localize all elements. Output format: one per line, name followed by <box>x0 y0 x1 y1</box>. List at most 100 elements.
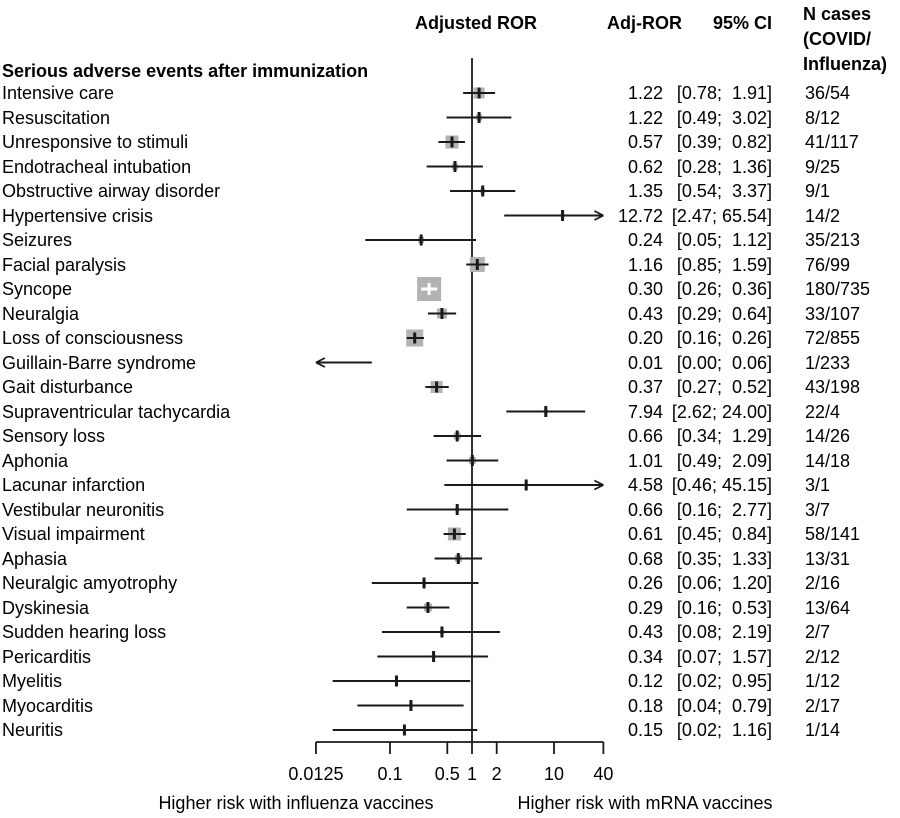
row-label: Unresponsive to stimuli <box>2 132 189 152</box>
row-ci-value: [0.85; 1.59] <box>676 254 772 275</box>
row-label: Supraventricular tachycardia <box>2 401 231 422</box>
row-ci-value: [0.35; 1.33] <box>676 548 772 569</box>
row-ci-value: [0.78; 1.91] <box>676 83 772 103</box>
row-label: Guillain-Barre syndrome <box>2 352 197 373</box>
row-label: Vestibular neuronitis <box>2 499 165 520</box>
estimate-tick <box>477 87 481 99</box>
row-n-cases-value: 13/64 <box>805 597 851 618</box>
arrow-left <box>315 357 326 364</box>
column-header-95ci: 95% CI <box>712 13 772 33</box>
row-adj-ror-value: 1.22 <box>627 83 663 103</box>
row-n-cases-value: 76/99 <box>805 254 851 275</box>
row-ci-value: [2.47; 65.54] <box>671 205 772 226</box>
row-n-cases-value: 35/213 <box>805 230 861 250</box>
row-adj-ror-value: 0.66 <box>627 426 663 446</box>
row-ci-value: [0.08; 2.19] <box>676 622 772 642</box>
estimate-tick <box>450 136 454 148</box>
row-adj-ror-value: 1.01 <box>627 450 663 471</box>
arrow-right <box>593 479 604 486</box>
row-adj-ror-value: 0.12 <box>627 671 663 691</box>
row-ci-value: [0.07; 1.57] <box>676 646 772 667</box>
row-adj-ror-value: 0.43 <box>627 622 663 642</box>
estimate-tick <box>481 185 485 197</box>
row-ci-value: [0.16; 0.26] <box>676 328 772 348</box>
row-ci-value: [0.49; 2.09] <box>676 450 772 471</box>
estimate-tick <box>402 724 406 736</box>
estimate-tick <box>394 675 398 687</box>
row-n-cases-value: 72/855 <box>805 328 861 348</box>
x-tick-label: 0.5 <box>434 764 460 784</box>
row-n-cases-value: 1/233 <box>805 352 851 373</box>
row-ci-value: [0.16; 2.77] <box>676 499 772 520</box>
footer-label-influenza: Higher risk with influenza vaccines <box>158 793 434 813</box>
row-label: Loss of consciousness <box>2 328 184 348</box>
row-label: Lacunar infarction <box>2 475 146 495</box>
estimate-tick <box>422 577 426 589</box>
row-adj-ror-value: 0.62 <box>627 156 663 177</box>
row-n-cases-value: 3/7 <box>805 499 831 520</box>
row-ci-value: [0.26; 0.36] <box>676 279 772 299</box>
estimate-tick <box>470 455 474 466</box>
estimate-tick <box>561 210 565 221</box>
row-n-cases-value: 14/26 <box>805 426 851 446</box>
row-n-cases-value: 14/18 <box>805 450 851 471</box>
estimate-tick <box>477 112 481 123</box>
row-label: Resuscitation <box>2 107 111 128</box>
row-adj-ror-value: 0.20 <box>627 328 663 348</box>
row-label: Seizures <box>2 230 73 250</box>
row-ci-value: [2.62; 24.00] <box>671 401 772 422</box>
row-n-cases-value: 43/198 <box>805 377 861 397</box>
row-adj-ror-value: 0.29 <box>627 597 663 618</box>
row-ci-value: [0.29; 0.64] <box>676 303 772 324</box>
row-n-cases-value: 1/14 <box>805 720 841 740</box>
row-n-cases-value: 58/141 <box>805 524 861 544</box>
row-ci-value: [0.06; 1.20] <box>676 573 772 593</box>
row-n-cases-value: 180/735 <box>805 279 871 299</box>
row-adj-ror-value: 0.26 <box>627 573 663 593</box>
estimate-tick <box>455 430 459 442</box>
row-ci-value: [0.54; 3.37] <box>676 181 772 201</box>
x-tick-label: 2 <box>491 764 502 784</box>
row-ci-value: [0.27; 0.52] <box>676 377 772 397</box>
row-n-cases-value: 3/1 <box>805 475 831 495</box>
estimate-tick <box>452 528 456 540</box>
row-adj-ror-value: 0.01 <box>627 352 663 373</box>
estimate-tick <box>435 381 439 393</box>
row-label: Sudden hearing loss <box>2 622 167 642</box>
column-header-n-cases: N cases (COVID/ Influenza) <box>803 4 887 74</box>
row-adj-ror-value: 0.15 <box>627 720 663 740</box>
row-adj-ror-value: 4.58 <box>627 475 663 495</box>
x-tick-label: 40 <box>593 764 614 784</box>
row-label: Neuritis <box>2 720 64 740</box>
row-adj-ror-value: 0.18 <box>627 695 663 716</box>
row-label: Intensive care <box>2 83 115 103</box>
x-tick-label: 10 <box>543 764 565 784</box>
row-adj-ror-value: 0.30 <box>627 279 663 299</box>
row-adj-ror-value: 0.57 <box>627 132 663 152</box>
row-n-cases-value: 22/4 <box>805 401 841 422</box>
row-adj-ror-value: 0.66 <box>627 499 663 520</box>
estimate-tick <box>440 626 444 638</box>
estimate-tick <box>475 259 479 270</box>
row-adj-ror-value: 0.68 <box>627 548 663 569</box>
row-n-cases-value: 2/16 <box>805 573 841 593</box>
row-n-cases-value: 2/7 <box>805 622 831 642</box>
estimate-tick <box>413 332 417 344</box>
row-label: Endotracheal intubation <box>2 156 192 177</box>
row-n-cases-value: 2/17 <box>805 695 841 716</box>
row-ci-value: [0.34; 1.29] <box>676 426 772 446</box>
x-tick-label: 1 <box>466 764 477 784</box>
row-adj-ror-value: 7.94 <box>627 401 663 422</box>
row-label: Aphonia <box>2 450 69 471</box>
row-adj-ror-value: 1.22 <box>627 107 663 128</box>
row-adj-ror-value: 0.61 <box>627 524 663 544</box>
footer-label-mrna: Higher risk with mRNA vaccines <box>517 793 773 813</box>
estimate-tick <box>409 700 413 711</box>
row-n-cases-value: 9/1 <box>805 181 831 201</box>
row-n-cases-value: 36/54 <box>805 83 851 103</box>
estimate-tick <box>453 161 457 172</box>
row-label: Sensory loss <box>2 426 106 446</box>
row-ci-value: [0.28; 1.36] <box>676 156 772 177</box>
